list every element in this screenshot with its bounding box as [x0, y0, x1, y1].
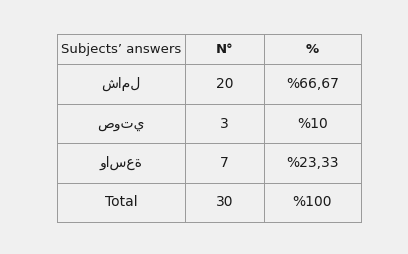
Text: %100: %100	[293, 195, 332, 210]
Text: N°: N°	[215, 43, 233, 56]
Text: 7: 7	[220, 156, 228, 170]
Text: واسعة: واسعة	[100, 156, 142, 170]
Text: صوتي: صوتي	[98, 117, 145, 131]
Text: Subjects’ answers: Subjects’ answers	[61, 43, 181, 56]
Text: 20: 20	[215, 77, 233, 91]
Text: 3: 3	[220, 117, 228, 131]
Text: %: %	[306, 43, 319, 56]
Text: %10: %10	[297, 117, 328, 131]
Text: 30: 30	[215, 195, 233, 210]
Text: %23,33: %23,33	[286, 156, 339, 170]
Text: شامل: شامل	[101, 77, 141, 91]
Text: %66,67: %66,67	[286, 77, 339, 91]
Text: Total: Total	[105, 195, 137, 210]
